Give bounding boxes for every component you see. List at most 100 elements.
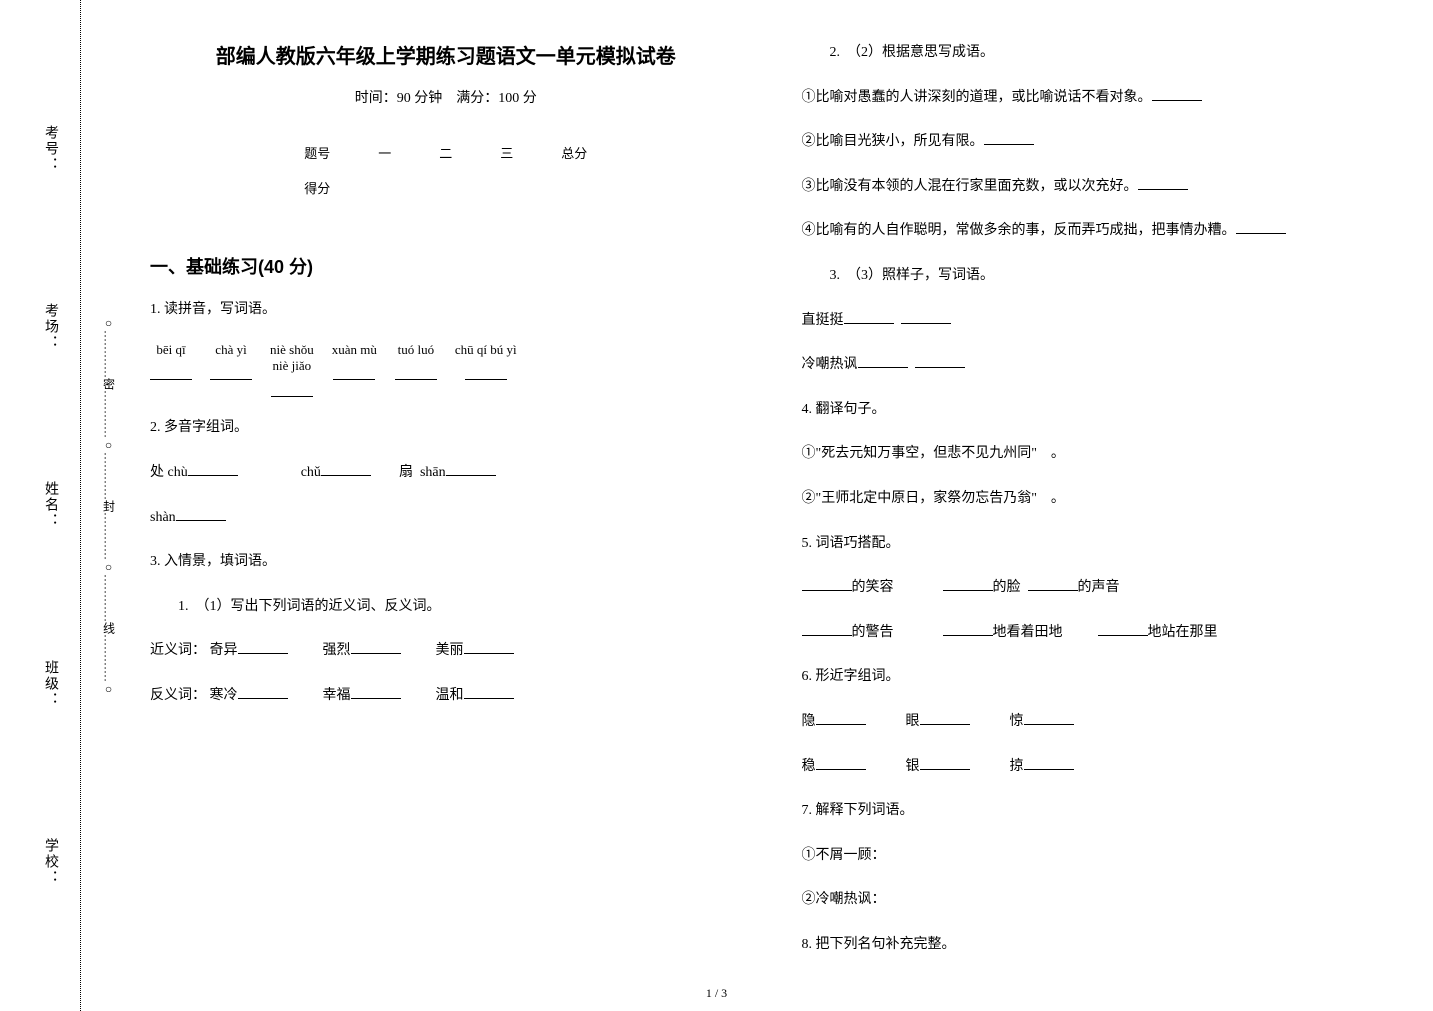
time-full-score: 时间：90 分钟 满分：100 分 (150, 87, 742, 107)
q2-line2: shàn (150, 505, 742, 532)
answer-blank (1098, 622, 1148, 636)
answer-blank (150, 364, 192, 380)
section-1-heading: 一、基础练习(40 分) (150, 253, 742, 279)
answer-blank (858, 354, 908, 368)
answer-blank (351, 640, 401, 654)
answer-blank (943, 577, 993, 591)
binding-dotted-line (80, 0, 82, 1011)
page-number: 1 / 3 (706, 986, 727, 1001)
answer-blank (176, 507, 226, 521)
q5-stem: 5. 词语巧搭配。 (802, 531, 1394, 558)
pinyin-item: chà yì (210, 342, 252, 381)
table-row: 得分 (280, 170, 611, 205)
answer-blank (1236, 220, 1286, 234)
answer-blank (321, 462, 371, 476)
answer-blank (446, 462, 496, 476)
answer-blank (464, 640, 514, 654)
pinyin-item: bēi qī (150, 342, 192, 381)
answer-blank (271, 381, 313, 397)
answer-blank (333, 364, 375, 380)
answer-blank (816, 711, 866, 725)
page-title: 部编人教版六年级上学期练习题语文一单元模拟试卷 (150, 40, 742, 69)
q2-line1: 处 chù chǔ 扇 shān (150, 460, 742, 487)
answer-blank (1138, 176, 1188, 190)
pinyin-item: xuàn mù (332, 342, 377, 381)
left-column: 部编人教版六年级上学期练习题语文一单元模拟试卷 时间：90 分钟 满分：100 … (150, 40, 742, 971)
binding-vertical-labels: 考号： 考场： 姓名： 班级： 学校： (30, 0, 70, 1011)
seal-line-text: ○…………密…………○…………封…………○…………线…………○ (100, 0, 118, 1011)
q6-stem: 6. 形近字组词。 (802, 664, 1394, 691)
answer-blank (984, 131, 1034, 145)
table-row: 题号 一 二 三 总分 (280, 135, 611, 170)
th-2: 二 (415, 135, 476, 170)
answer-blank (1024, 756, 1074, 770)
answer-blank (901, 310, 951, 324)
answer-blank (188, 462, 238, 476)
answer-blank (802, 622, 852, 636)
th-3: 三 (476, 135, 537, 170)
td-blank (415, 170, 476, 205)
vlabel-banji: 班级： (40, 660, 60, 708)
answer-blank (943, 622, 993, 636)
vlabel-xuexiao: 学校： (40, 838, 60, 886)
answer-blank (210, 364, 252, 380)
answer-blank (844, 310, 894, 324)
pinyin-item: niè shǒu niè jiǎo (270, 342, 314, 398)
q3-sub2-item1: ①比喻对愚蠢的人讲深刻的道理，或比喻说话不看对象。 (802, 85, 1394, 112)
right-column: 2. （2）根据意思写成语。 ①比喻对愚蠢的人讲深刻的道理，或比喻说话不看对象。… (802, 40, 1394, 971)
q2-stem: 2. 多音字组词。 (150, 415, 742, 442)
answer-blank (238, 685, 288, 699)
answer-blank (1024, 711, 1074, 725)
pinyin-item: tuó luó (395, 342, 437, 381)
td-blank (354, 170, 415, 205)
q7-stem: 7. 解释下列词语。 (802, 798, 1394, 825)
content-area: 部编人教版六年级上学期练习题语文一单元模拟试卷 时间：90 分钟 满分：100 … (150, 40, 1393, 971)
q4-item2: ②"王师北定中原日，家祭勿忘告乃翁" 。 (802, 486, 1394, 513)
vlabel-xingming: 姓名： (40, 481, 60, 529)
q1-stem: 1. 读拼音，写词语。 (150, 297, 742, 324)
answer-blank (395, 364, 437, 380)
td-score-label: 得分 (280, 170, 354, 205)
answer-blank (920, 756, 970, 770)
q3-sub1-anti: 反义词： 寒冷 幸福 温和 (150, 683, 742, 710)
q8-stem: 8. 把下列名句补充完整。 (802, 932, 1394, 959)
q6-row1: 隐 眼 惊 (802, 709, 1394, 736)
score-table: 题号 一 二 三 总分 得分 (280, 135, 611, 205)
th-label: 题号 (280, 135, 354, 170)
answer-blank (1028, 577, 1078, 591)
q3-sub3-ex1: 直挺挺 (802, 308, 1394, 335)
answer-blank (802, 577, 852, 591)
q3-stem: 3. 入情景，填词语。 (150, 549, 742, 576)
q3-sub1: 1. （1）写出下列词语的近义词、反义词。 (150, 594, 742, 621)
answer-blank (915, 354, 965, 368)
answer-blank (816, 756, 866, 770)
vlabel-kaochang: 考场： (40, 303, 60, 351)
answer-blank (351, 685, 401, 699)
answer-blank (1152, 87, 1202, 101)
answer-blank (465, 364, 507, 380)
q3-sub1-near: 近义词： 奇异 强烈 美丽 (150, 638, 742, 665)
th-1: 一 (354, 135, 415, 170)
q4-item1: ①"死去元知万事空，但悲不见九州同" 。 (802, 441, 1394, 468)
q3-sub2-item4: ④比喻有的人自作聪明，常做多余的事，反而弄巧成拙，把事情办糟。 (802, 218, 1394, 245)
q3-sub2-item2: ②比喻目光狭小，所见有限。 (802, 129, 1394, 156)
vlabel-kaohao: 考号： (40, 125, 60, 173)
td-blank (476, 170, 537, 205)
q1-pinyin-row: bēi qī chà yì niè shǒu niè jiǎo xuàn mù … (150, 342, 742, 398)
q3-sub2-head: 2. （2）根据意思写成语。 (802, 40, 1394, 67)
answer-blank (464, 685, 514, 699)
th-total: 总分 (537, 135, 611, 170)
td-blank (537, 170, 611, 205)
q3-sub2-item3: ③比喻没有本领的人混在行家里面充数，或以次充好。 (802, 174, 1394, 201)
q7-item2: ②冷嘲热讽： (802, 887, 1394, 914)
q5-line1: 的笑容 的脸 的声音 (802, 575, 1394, 602)
q3-sub3-ex2: 冷嘲热讽 (802, 352, 1394, 379)
pinyin-item: chū qí bú yì (455, 342, 517, 381)
q7-item1: ①不屑一顾： (802, 843, 1394, 870)
answer-blank (238, 640, 288, 654)
answer-blank (920, 711, 970, 725)
q3-sub3-head: 3. （3）照样子，写词语。 (802, 263, 1394, 290)
q5-line2: 的警告 地看着田地 地站在那里 (802, 620, 1394, 647)
q6-row2: 稳 银 掠 (802, 754, 1394, 781)
q4-stem: 4. 翻译句子。 (802, 397, 1394, 424)
